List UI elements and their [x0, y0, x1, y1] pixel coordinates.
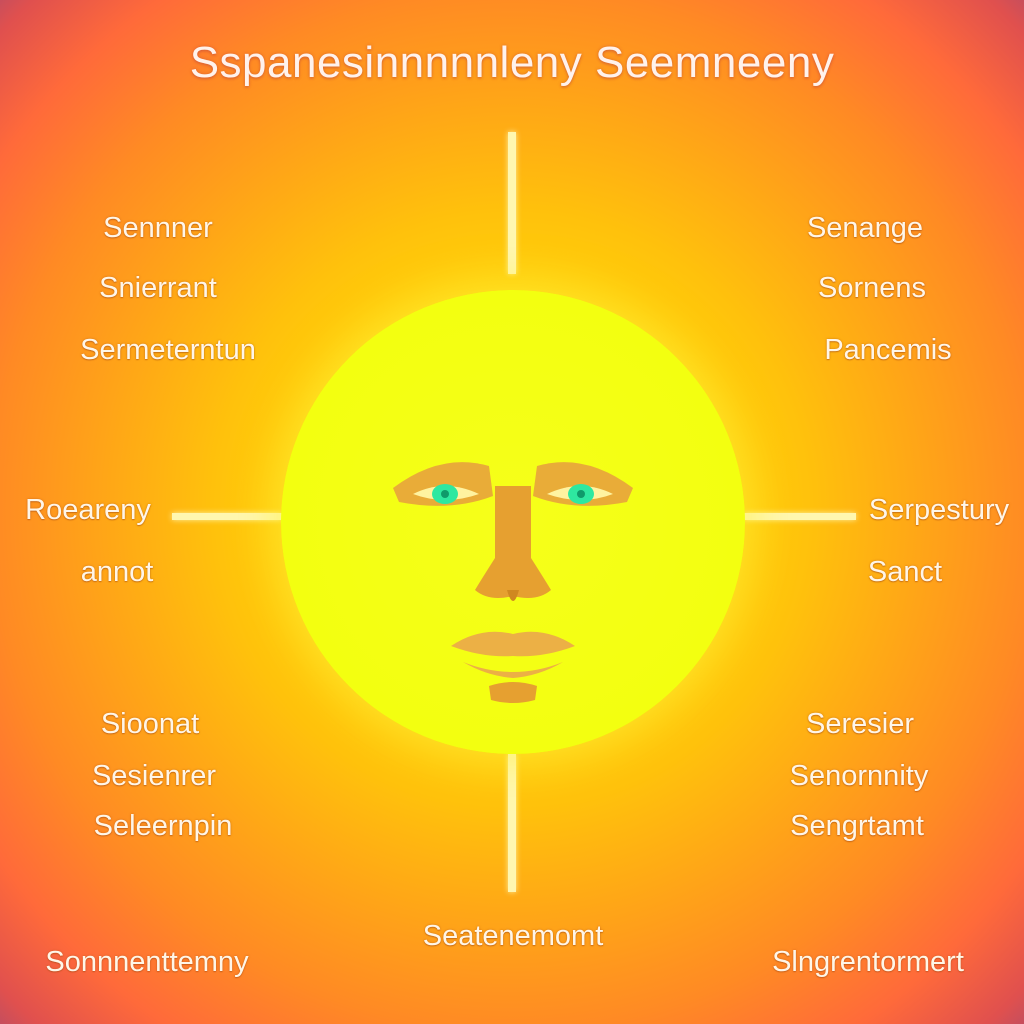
label-left-mid-1: Roearenу: [25, 494, 151, 526]
label-left-mid-2: annot: [80, 556, 154, 588]
label-right-top-2: Sornens: [817, 272, 927, 304]
label-right-mid-1: Serpestury: [868, 494, 1010, 526]
label-left-top-2: Snierrant: [99, 272, 217, 304]
sun-face-icon: [393, 462, 633, 703]
label-left-bottom-3: Seleernpin: [93, 810, 233, 842]
ray-bottom: [508, 754, 516, 892]
label-right-bottom-1: Seresier: [806, 708, 914, 740]
label-bottom-left: Sonnnenttemny: [45, 946, 249, 978]
label-bottom-right: Slngrentormert: [772, 946, 964, 978]
label-left-bottom-2: Sesienrer: [91, 760, 217, 792]
label-right-top-1: Senange: [806, 212, 924, 244]
label-right-top-3: Pancemis: [824, 334, 952, 366]
ray-top: [508, 132, 516, 274]
label-right-bottom-3: Sengrtamt: [790, 810, 924, 842]
label-right-bottom-2: Senornnity: [789, 760, 929, 792]
label-left-top-3: Sermeterntun: [80, 334, 256, 366]
label-left-bottom-1: Sioonat: [100, 708, 200, 740]
label-left-top-1: Sennner: [103, 212, 213, 244]
ray-right: [744, 513, 856, 520]
diagram-title: Sspanesinnnnnleny Seemneeny: [189, 38, 835, 87]
ray-left: [172, 513, 282, 520]
label-right-mid-2: Sanct: [867, 556, 943, 588]
label-bottom-center: Seatenemomt: [422, 920, 604, 952]
